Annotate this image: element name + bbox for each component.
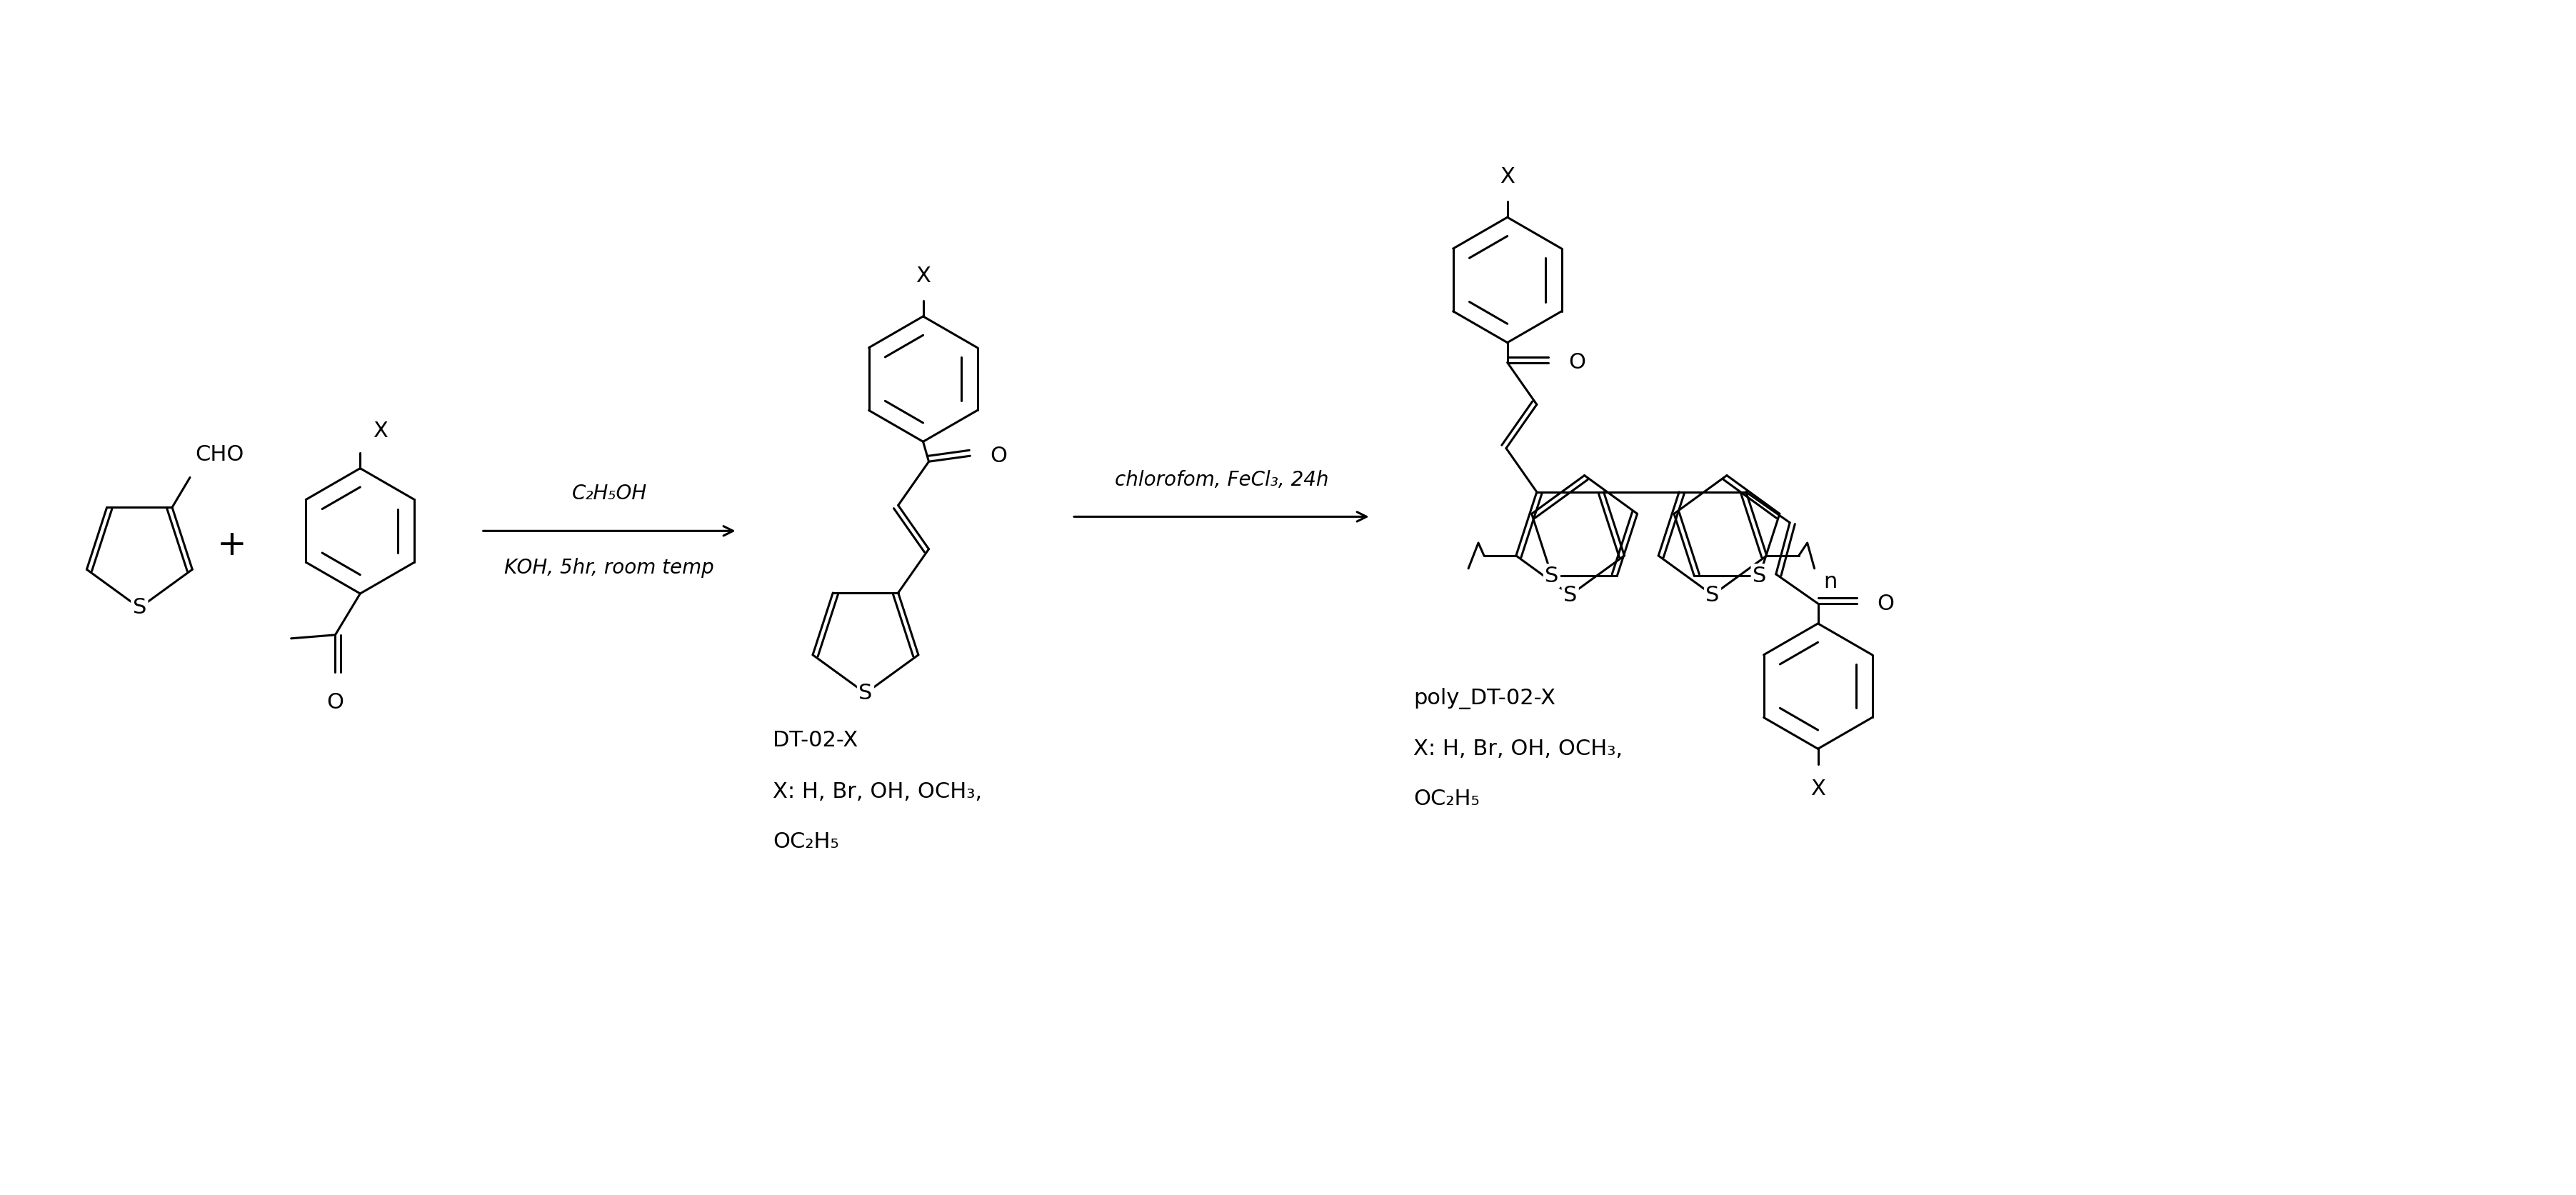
Text: CHO: CHO [196, 443, 245, 465]
Text: X: H, Br, OH, OCH₃,: X: H, Br, OH, OCH₃, [1414, 739, 1623, 760]
Text: O: O [1878, 593, 1893, 614]
Text: C₂H₅OH: C₂H₅OH [572, 484, 647, 504]
Text: KOH, 5hr, room temp: KOH, 5hr, room temp [505, 558, 714, 578]
Text: poly_DT-02-X: poly_DT-02-X [1414, 687, 1556, 709]
Text: S: S [1564, 584, 1577, 606]
Text: O: O [327, 692, 343, 712]
Text: DT-02-X: DT-02-X [773, 730, 858, 750]
Text: S: S [131, 598, 147, 618]
Text: OC₂H₅: OC₂H₅ [773, 832, 840, 852]
Text: X: X [914, 265, 930, 287]
Text: X: X [374, 421, 386, 441]
Text: +: + [216, 528, 247, 563]
Text: S: S [1752, 565, 1767, 587]
Text: O: O [989, 446, 1007, 466]
Text: S: S [1546, 565, 1558, 587]
Text: X: X [1811, 779, 1826, 799]
Text: chlorofom, FeCl₃, 24h: chlorofom, FeCl₃, 24h [1115, 470, 1329, 490]
Text: S: S [1705, 584, 1721, 606]
Text: S: S [858, 682, 873, 704]
Text: O: O [1569, 353, 1587, 373]
Text: X: H, Br, OH, OCH₃,: X: H, Br, OH, OCH₃, [773, 782, 981, 802]
Text: n: n [1824, 571, 1837, 592]
Text: OC₂H₅: OC₂H₅ [1414, 789, 1479, 809]
Text: X: X [1499, 166, 1515, 188]
